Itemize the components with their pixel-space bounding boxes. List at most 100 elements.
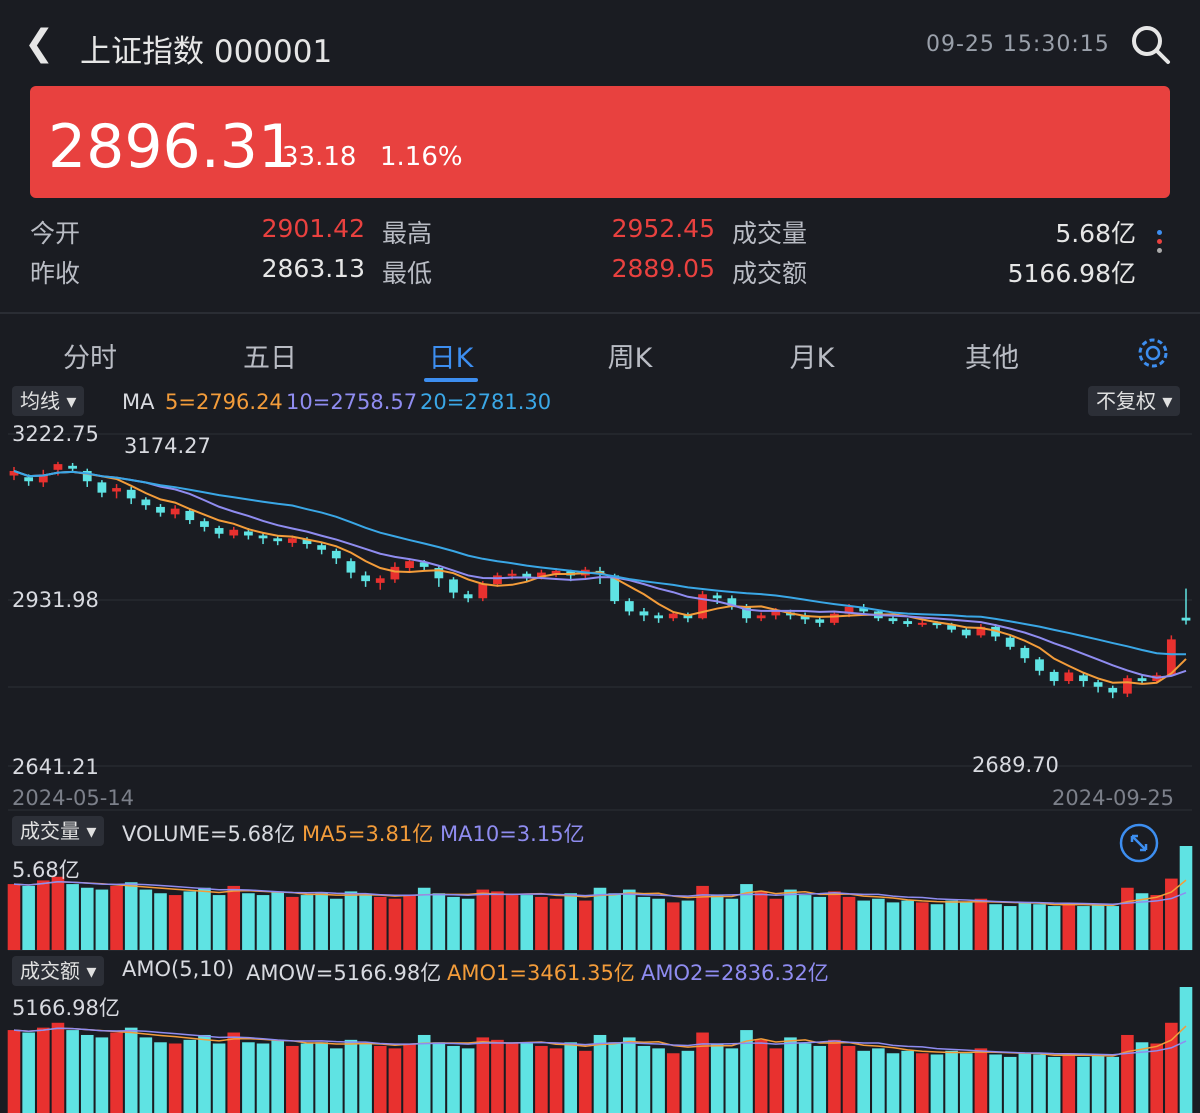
volume-bar	[989, 904, 1002, 950]
volume-bar	[1091, 904, 1105, 950]
candle-body	[698, 594, 707, 619]
volume-bar	[124, 882, 138, 950]
candle-body	[463, 594, 473, 599]
tab-monthly-k[interactable]: 月K	[789, 343, 835, 374]
volume-bar	[66, 884, 79, 950]
amount-bar	[22, 1032, 35, 1113]
volume-bar	[769, 898, 783, 950]
candle-body	[932, 622, 942, 626]
volume-bar	[227, 885, 241, 950]
expand-icon[interactable]	[1118, 822, 1160, 864]
prev-close-label: 昨收	[30, 259, 81, 288]
timestamp: 09-25 15:30:15	[926, 32, 1110, 57]
volume-bar	[930, 904, 944, 950]
volume-ma10-line	[13, 881, 1187, 905]
amount-bar	[857, 1050, 870, 1113]
settings-gear-icon[interactable]	[1136, 336, 1170, 370]
candle-body	[449, 579, 458, 593]
amount-bar	[491, 1039, 504, 1113]
amount-selector-label: 成交额	[20, 959, 80, 983]
candle-body	[551, 570, 561, 574]
back-arrow-icon[interactable]: ❮	[24, 23, 55, 64]
candle-body	[156, 506, 165, 513]
volume-bar	[916, 902, 929, 950]
candle-body	[844, 606, 854, 614]
amount-bar	[183, 1039, 197, 1113]
open-value: 2901.42	[261, 214, 365, 243]
volume-bar	[1003, 906, 1017, 950]
amount-bar	[7, 1030, 21, 1113]
volume-bar	[608, 893, 621, 950]
volume-ma10: MA10=3.15亿	[440, 822, 585, 846]
adjust-selector[interactable]: 不复权 ▾	[1088, 386, 1181, 416]
ma-selector[interactable]: 均线 ▾	[12, 386, 85, 416]
candle-body	[917, 622, 927, 625]
candle-body	[522, 573, 532, 578]
candle-body	[947, 625, 956, 630]
candle-body	[170, 508, 180, 515]
amount-bar	[66, 1030, 79, 1113]
volume-bar	[154, 893, 167, 950]
amount-bar	[930, 1054, 944, 1113]
volume-ma5: MA5=3.81亿	[302, 822, 434, 846]
tab-five-day[interactable]: 五日	[243, 343, 297, 374]
candle-body	[375, 578, 385, 583]
low-label: 最低	[382, 259, 433, 288]
ma5-line	[13, 470, 1187, 685]
ma5-value: 5=2796.24	[165, 390, 283, 414]
more-dots-icon[interactable]	[1154, 228, 1164, 268]
candle-body	[1137, 678, 1147, 682]
tab-daily-k[interactable]: 日K	[428, 343, 474, 374]
high-value: 2952.45	[611, 214, 715, 243]
amount-amo2: AMO2=2836.32亿	[641, 961, 829, 985]
amount-ma10-line	[13, 1027, 1187, 1056]
ma-selector-label: 均线	[20, 389, 60, 413]
amount-bar	[139, 1037, 153, 1113]
tab-other[interactable]: 其他	[965, 343, 1019, 374]
candle-body	[346, 561, 356, 573]
amount-value: 5166.98亿	[1007, 259, 1136, 288]
amount-bar	[1003, 1056, 1017, 1113]
volume-bar	[872, 898, 885, 950]
amount-bar	[300, 1043, 314, 1113]
candle-body	[141, 499, 151, 506]
volume-selector[interactable]: 成交量 ▾	[12, 816, 105, 846]
volume-bar	[754, 891, 768, 950]
amount-bar	[212, 1043, 226, 1113]
volume-bar	[725, 898, 739, 950]
search-icon[interactable]	[1128, 22, 1172, 66]
candle-body	[185, 510, 195, 521]
volume-bar	[857, 900, 870, 950]
candle-body	[229, 529, 239, 536]
candle-body	[654, 615, 663, 619]
volume-bar	[256, 895, 270, 950]
volume-bar	[623, 889, 636, 950]
amount-bar	[725, 1048, 739, 1113]
amount-bar	[286, 1045, 299, 1113]
candle-body	[419, 562, 429, 567]
volume-bar	[1121, 887, 1134, 950]
amount-selector[interactable]: 成交额 ▾	[12, 956, 105, 986]
candle-body	[493, 575, 502, 585]
amount-bar	[593, 1034, 607, 1113]
candle-body	[771, 611, 781, 616]
candle-body	[1108, 687, 1118, 693]
candle-body	[1049, 671, 1059, 682]
volume-bar	[461, 898, 475, 950]
candle-body	[405, 561, 414, 569]
volume-bar	[168, 895, 182, 950]
volume-bar	[417, 887, 431, 950]
amount-bar	[344, 1039, 358, 1113]
candle-body	[756, 615, 766, 619]
amount-bar	[271, 1039, 284, 1113]
volume-bar	[1047, 906, 1061, 950]
volume-bar	[1033, 904, 1046, 950]
amount-bar	[535, 1045, 548, 1113]
volume-bar	[95, 889, 109, 950]
tab-weekly-k[interactable]: 周K	[607, 343, 653, 374]
volume-bar	[549, 898, 563, 950]
tab-intraday[interactable]: 分时	[63, 343, 117, 374]
y-axis-bottom: 2641.21	[12, 755, 99, 779]
amount-bar	[432, 1042, 446, 1113]
candle-body	[287, 538, 297, 543]
